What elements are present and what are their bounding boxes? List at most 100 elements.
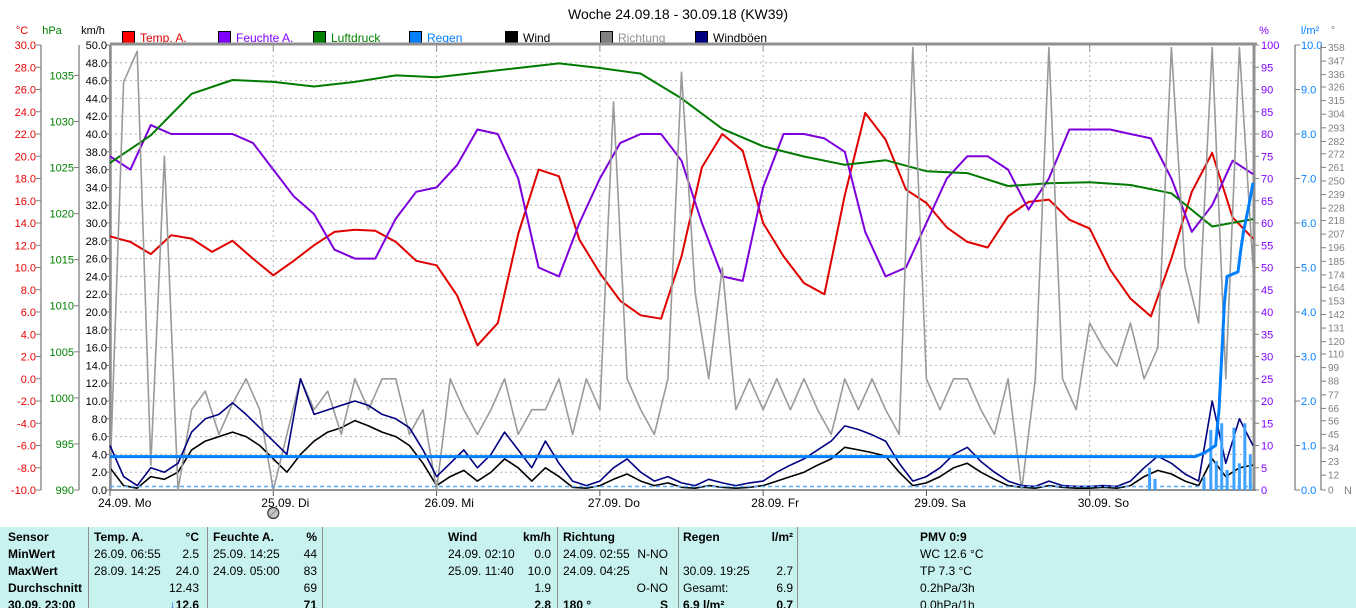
tick-label-wind: 22.0: [86, 289, 107, 301]
cell-value: 12.43: [168, 581, 199, 595]
tick-label-direction: 153: [1328, 296, 1345, 307]
tick-label-rain: 4.0: [1301, 307, 1316, 319]
legend-label: Windböen: [713, 31, 768, 45]
tick-label-wind: 34.0: [86, 182, 107, 194]
tick-label-wind: 18.0: [86, 325, 107, 337]
legend-label: Regen: [427, 31, 463, 45]
rain-bar: [1202, 476, 1206, 490]
tick-label-temp: -4.0: [17, 418, 36, 430]
axis-unit-direction: °: [1330, 25, 1336, 37]
col-header-2: Wind: [448, 530, 478, 544]
tick-label-temp: 26.0: [15, 85, 36, 97]
legend-label: Feuchte A.: [236, 31, 294, 45]
day-label: 27.09. Do: [588, 496, 640, 510]
tick-label-temp: 18.0: [15, 174, 36, 186]
tick-label-pressure: 1020: [50, 209, 74, 221]
legend-item-richtung: Richtung: [600, 31, 665, 45]
tick-label-direction: 336: [1328, 70, 1345, 81]
tick-label-direction: 174: [1328, 270, 1345, 281]
rain-bar: [1148, 467, 1152, 490]
pmv-line: TP 7.3 °C: [920, 564, 972, 578]
axis-unit-humidity: %: [1259, 25, 1269, 37]
tick-label-wind: 46.0: [86, 76, 107, 88]
tick-label-wind: 26.0: [86, 254, 107, 266]
stats-table: Sensor MinWert MaxWert Durchschnitt 30.09. 2…: [0, 527, 1356, 608]
row-label: Durchschnitt: [8, 581, 83, 595]
tick-label-wind: 2.0: [92, 467, 107, 479]
tick-label-direction: 131: [1328, 324, 1345, 335]
page-title: Woche 24.09.18 - 30.09.18 (KW39): [568, 6, 788, 22]
tick-label-wind: 36.0: [86, 165, 107, 177]
tick-label-direction: 77: [1328, 390, 1340, 401]
tick-label-wind: 32.0: [86, 200, 107, 212]
cell-date: Gesamt:: [683, 581, 729, 595]
tick-label-temp: 2.0: [21, 352, 36, 364]
cell-value: 10.0: [527, 564, 551, 578]
rain-bar: [1243, 423, 1247, 490]
tick-label-direction: 142: [1328, 310, 1345, 321]
tick-label-temp: -8.0: [17, 463, 36, 475]
tick-label-direction: 239: [1328, 190, 1345, 201]
tick-label-direction: 66: [1328, 404, 1340, 415]
tick-label-wind: 8.0: [92, 414, 107, 426]
tick-label-direction: 196: [1328, 243, 1345, 254]
tick-label-wind: 30.0: [86, 218, 107, 230]
col-unit: l/m²: [771, 530, 793, 544]
tick-label-humidity: 70: [1261, 174, 1273, 186]
tick-label-wind: 38.0: [86, 147, 107, 159]
tick-label-humidity: 55: [1261, 240, 1273, 252]
rain-bar: [1232, 427, 1236, 490]
cell-value: 2.8: [534, 598, 551, 608]
tick-label-pressure: 1030: [50, 116, 74, 128]
pmv-line: 0.0hPa/1h: [920, 598, 975, 608]
tick-label-humidity: 60: [1261, 218, 1273, 230]
tick-label-humidity: 65: [1261, 196, 1273, 208]
table-separator: [207, 527, 208, 608]
tick-label-direction: 88: [1328, 377, 1340, 388]
legend-item-temp-a-: Temp. A.: [122, 31, 187, 45]
day-label: 30.09. So: [1078, 496, 1130, 510]
tick-label-temp: 22.0: [15, 129, 36, 141]
cell-value: 0.0: [534, 547, 551, 561]
tick-label-temp: 24.0: [15, 107, 36, 119]
tick-label-humidity: 85: [1261, 107, 1273, 119]
tick-label-direction: 358: [1328, 43, 1345, 54]
series-luftdruck: [109, 62, 1254, 228]
tick-label-humidity: 20: [1261, 396, 1273, 408]
tick-label-direction: 0: [1328, 486, 1334, 497]
axis-unit-temp: °C: [15, 25, 29, 37]
tick-label-rain: 5.0: [1301, 263, 1316, 275]
tick-label-wind: 50.0: [86, 40, 107, 52]
row-label: MinWert: [8, 547, 56, 561]
col-unit: °C: [185, 530, 199, 544]
tick-label-pressure: 1035: [50, 70, 74, 82]
rain-bar: [1225, 469, 1229, 490]
moon-phase-icon: [269, 509, 278, 517]
tick-label-humidity: 25: [1261, 374, 1273, 386]
cell-value: 0.7: [776, 598, 793, 608]
tick-label-wind: 40.0: [86, 129, 107, 141]
tick-label-direction: 282: [1328, 137, 1345, 148]
tick-label-pressure: 1005: [50, 347, 74, 359]
tick-label-humidity: 45: [1261, 285, 1273, 297]
tick-label-direction: 304: [1328, 110, 1345, 121]
tick-label-rain: 1.0: [1301, 441, 1316, 453]
tick-label-direction: 12: [1328, 471, 1340, 482]
cell-date: 26.09. 06:55: [94, 547, 161, 561]
tick-label-wind: 44.0: [86, 93, 107, 105]
tick-label-humidity: 75: [1261, 151, 1273, 163]
tick-label-pressure: 1015: [50, 255, 74, 267]
rain-bar: [1237, 463, 1241, 490]
cell-value: 44: [303, 547, 317, 561]
cell-date: 180 °: [563, 598, 592, 608]
tick-label-temp: 28.0: [15, 62, 36, 74]
tick-label-humidity: 95: [1261, 62, 1273, 74]
pmv-line: 0.2hPa/3h: [920, 581, 975, 595]
day-label: 24.09. Mo: [98, 496, 152, 510]
tick-label-rain: 9.0: [1301, 85, 1316, 97]
tick-label-direction: 23: [1328, 457, 1340, 468]
cell-value: 1.9: [534, 581, 551, 595]
tick-label-temp: 4.0: [21, 329, 36, 341]
tick-label-direction: 185: [1328, 257, 1345, 268]
